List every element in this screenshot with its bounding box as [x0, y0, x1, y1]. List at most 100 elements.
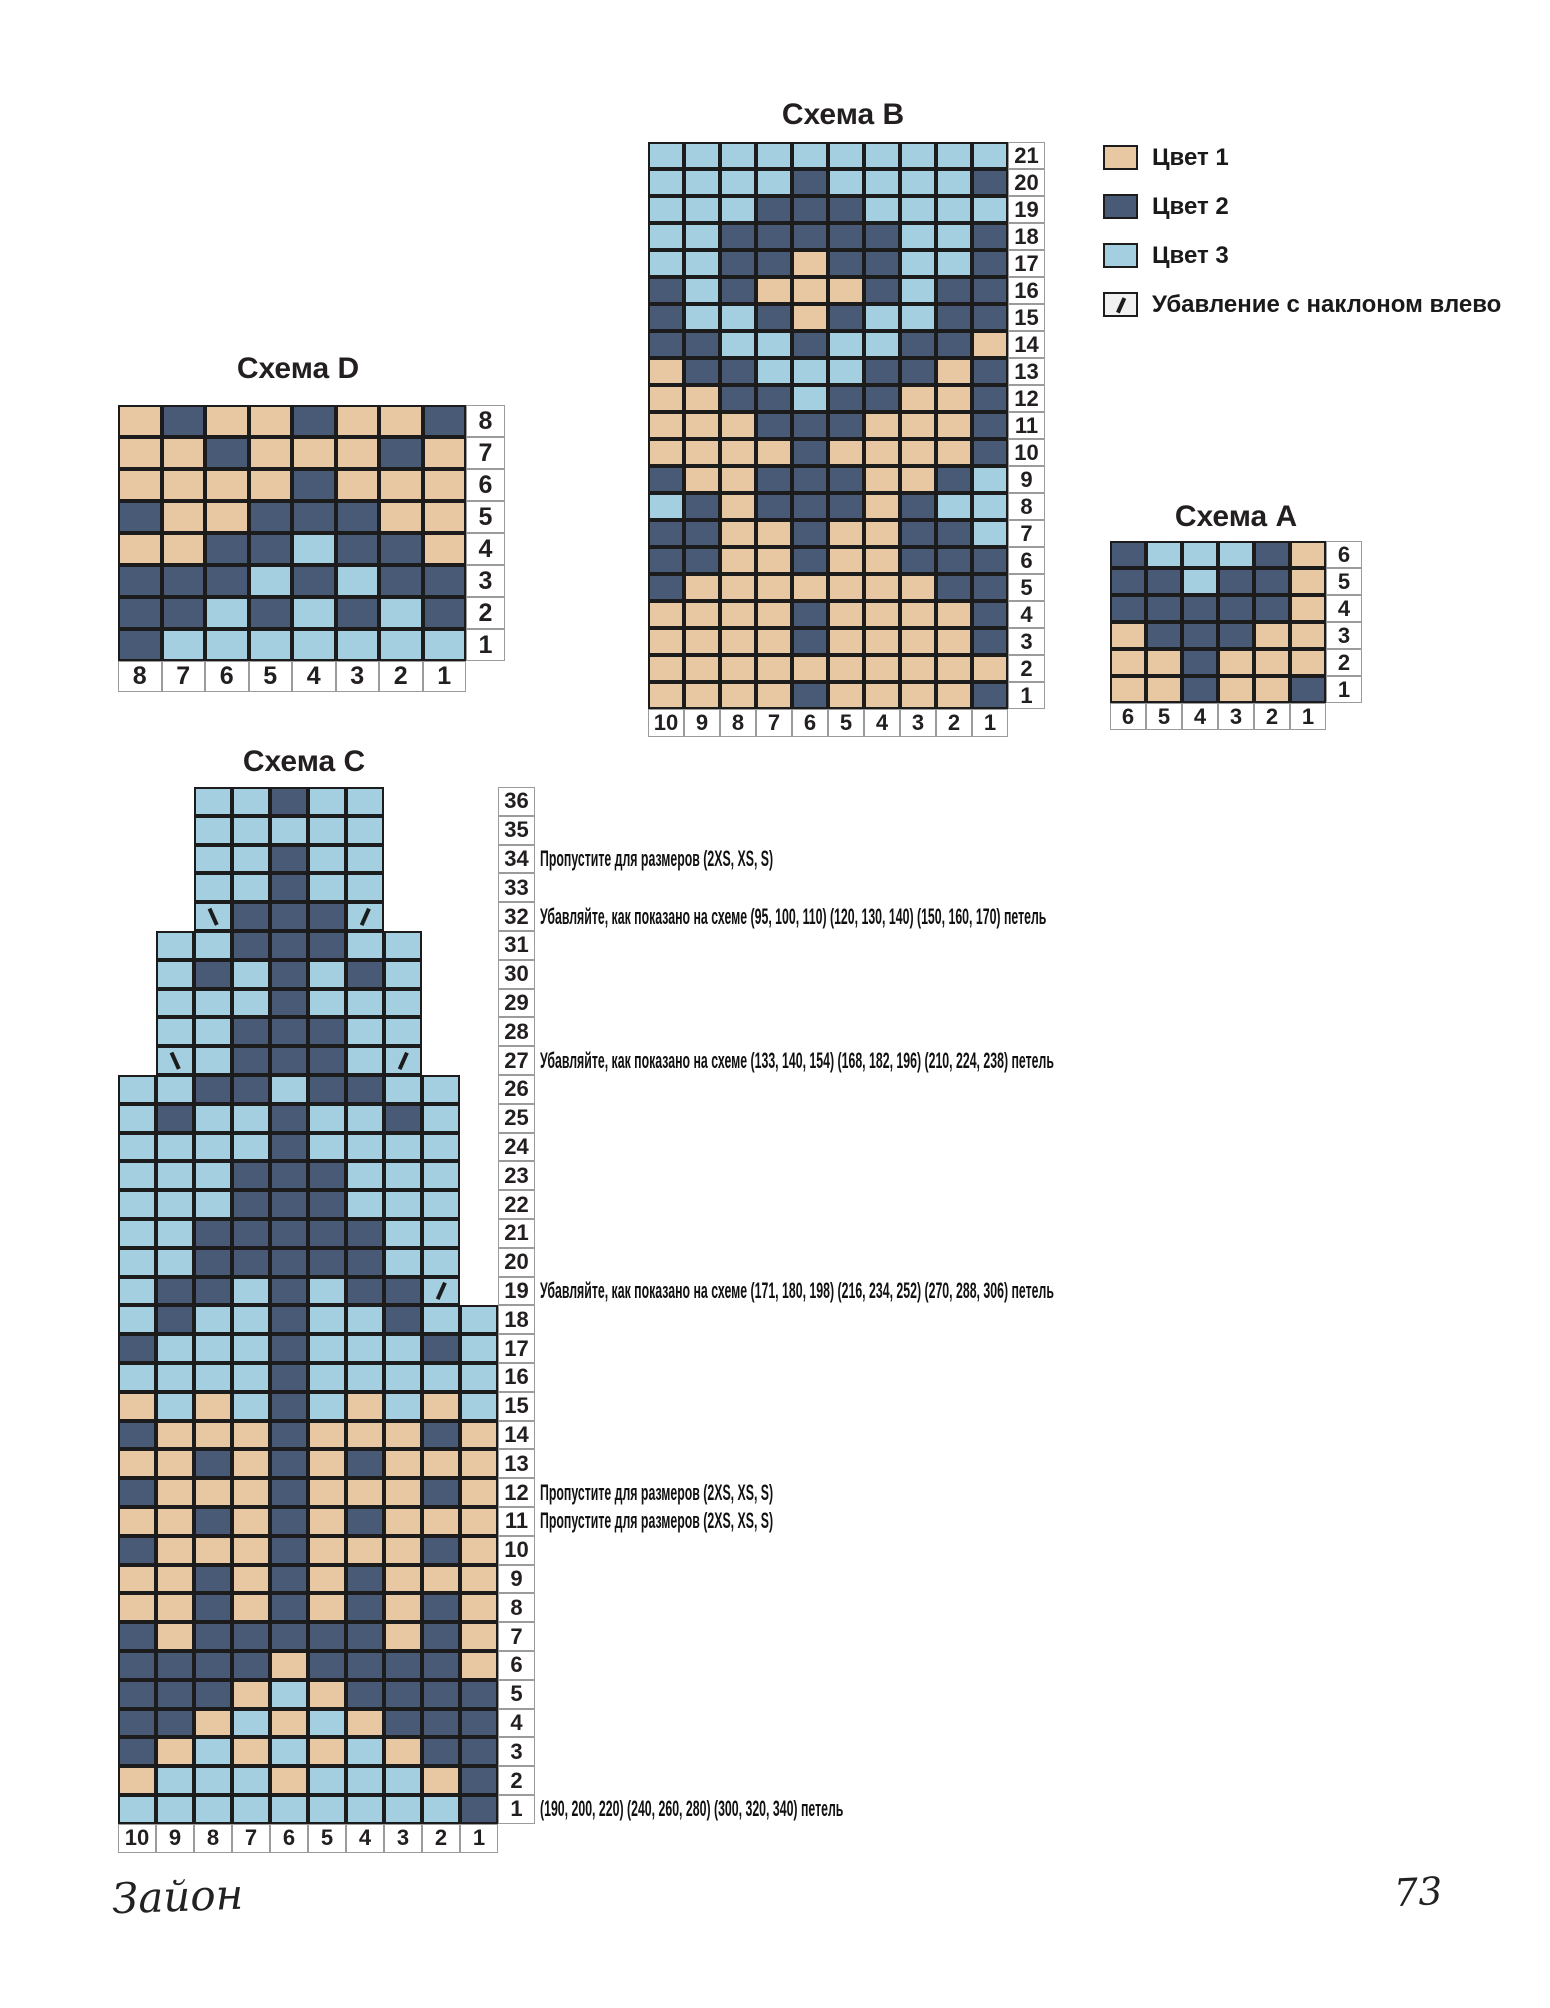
chart-cell — [900, 520, 936, 547]
chart-cell — [720, 520, 756, 547]
color3-swatch — [1103, 243, 1138, 268]
chart-cell — [684, 682, 720, 709]
chart-cell — [308, 1161, 346, 1191]
chart-cell — [1146, 541, 1182, 568]
chart-cell — [270, 1593, 308, 1623]
row-number: 20 — [498, 1247, 535, 1277]
chart-cell — [232, 1535, 270, 1565]
chart-cell — [384, 1391, 422, 1421]
chart-cell — [346, 1708, 384, 1738]
chart-cell — [270, 931, 308, 960]
chart-cell — [232, 1190, 270, 1219]
chart-cell — [422, 1535, 460, 1565]
chart-cell — [270, 1535, 308, 1565]
chart-title-C: Схема C — [242, 745, 366, 778]
chart-cell — [232, 1737, 270, 1767]
chart-cell — [864, 358, 900, 385]
row-number: 34 — [498, 844, 535, 874]
chart-cell — [900, 466, 936, 493]
chart-cell — [156, 988, 194, 1018]
row-number: 6 — [466, 469, 505, 501]
chart-cell — [156, 1334, 194, 1363]
decrease-symbol — [435, 1281, 447, 1301]
chart-cell — [864, 412, 900, 439]
chart-cell — [384, 1363, 422, 1392]
chart-cell — [756, 520, 792, 547]
chart-cell — [720, 682, 756, 709]
chart-cell — [194, 959, 232, 989]
chart-cell — [308, 902, 346, 931]
chart-cell — [864, 655, 900, 682]
chart-cell — [864, 196, 900, 223]
chart-cell — [422, 1103, 460, 1133]
chart-cell — [460, 1622, 498, 1651]
signature: Зайон — [111, 1869, 245, 1924]
chart-cell — [1146, 622, 1182, 649]
chart-cell — [900, 358, 936, 385]
chart-cell — [1290, 676, 1326, 703]
chart-cell — [346, 1622, 384, 1651]
chart-cell — [194, 1593, 232, 1623]
chart-cell — [232, 1507, 270, 1536]
chart-cell — [308, 1132, 346, 1162]
chart-cell — [972, 493, 1008, 520]
chart-cell — [1218, 541, 1254, 568]
backslash-glyph — [1115, 296, 1126, 313]
chart-cell — [1254, 622, 1290, 649]
page-number: 73 — [1392, 1868, 1444, 1916]
chart-cell — [864, 493, 900, 520]
row-number: 15 — [1008, 304, 1045, 331]
chart-cell — [194, 787, 232, 816]
chart-cell — [118, 405, 162, 437]
chart-cell — [1182, 622, 1218, 649]
chart-cell — [270, 787, 308, 816]
chart-cell — [422, 1161, 460, 1191]
chart-cell — [648, 196, 684, 223]
chart-cell — [346, 1161, 384, 1191]
chart-cell — [756, 412, 792, 439]
col-number: 9 — [684, 709, 720, 737]
row-number: 8 — [1008, 493, 1045, 520]
chart-cell — [900, 223, 936, 250]
chart-cell — [422, 1334, 460, 1363]
col-number: 1 — [460, 1823, 498, 1853]
chart-cell — [384, 1017, 422, 1047]
chart-cell — [248, 437, 292, 469]
chart-cell — [936, 250, 972, 277]
chart-cell — [1254, 595, 1290, 622]
col-number: 3 — [1218, 703, 1254, 730]
chart-cell — [900, 304, 936, 331]
chart-cell — [335, 533, 379, 565]
chart-cell — [936, 304, 972, 331]
chart-cell — [308, 1679, 346, 1709]
chart-cell — [346, 1766, 384, 1795]
chart-cell — [756, 196, 792, 223]
row-number: 36 — [498, 787, 535, 816]
row-number: 27 — [498, 1046, 535, 1075]
row-number: 14 — [498, 1420, 535, 1450]
chart-cell — [460, 1679, 498, 1709]
chart-cell — [118, 1276, 156, 1306]
chart-cell — [194, 1219, 232, 1248]
row-number: 30 — [498, 959, 535, 989]
chart-cell — [270, 1420, 308, 1450]
chart-cell — [194, 1708, 232, 1738]
chart-cell — [828, 547, 864, 574]
chart-cell — [194, 1535, 232, 1565]
chart-cell — [232, 1391, 270, 1421]
decrease-symbol — [359, 907, 371, 926]
chart-cell — [864, 520, 900, 547]
row-number: 20 — [1008, 169, 1045, 196]
chart-cell — [384, 988, 422, 1018]
chart-cell — [232, 1679, 270, 1709]
chart-cell — [346, 1219, 384, 1248]
chart-cell — [936, 682, 972, 709]
chart-cell — [1146, 649, 1182, 676]
chart-cell — [346, 844, 384, 874]
chart-cell — [422, 1564, 460, 1594]
chart-cell — [936, 466, 972, 493]
chart-cell — [308, 988, 346, 1018]
chart-cell — [972, 277, 1008, 304]
chart-cell — [828, 277, 864, 304]
